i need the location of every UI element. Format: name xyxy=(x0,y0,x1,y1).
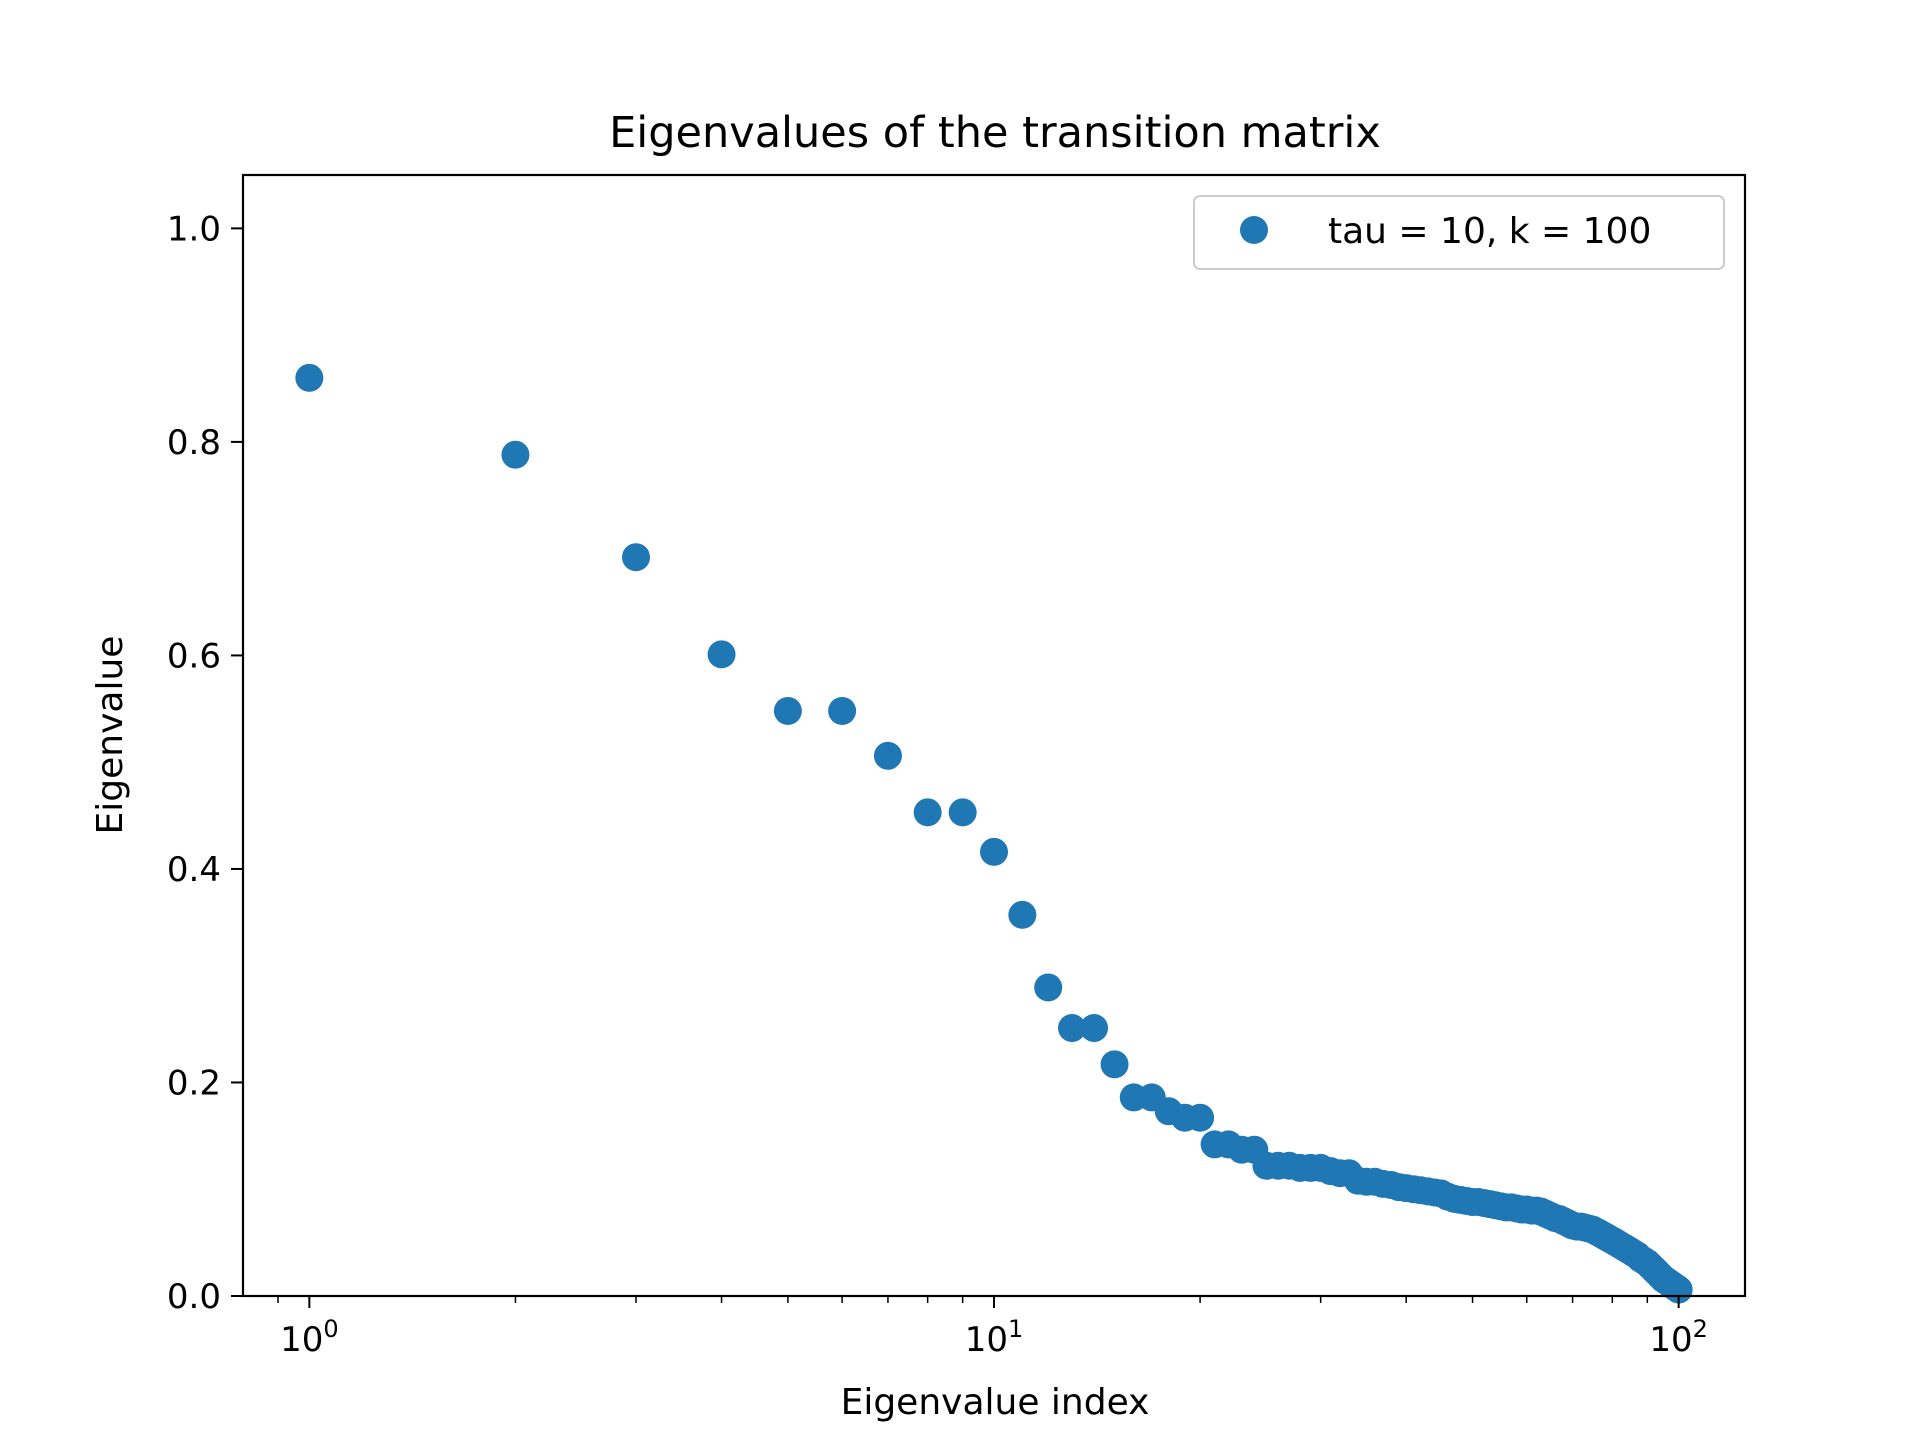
y-tick-label: 0.4 xyxy=(167,850,221,890)
y-tick-label: 1.0 xyxy=(167,209,221,249)
data-point-3 xyxy=(622,543,651,572)
y-axis-ticks: 0.0 0.2 0.4 0.6 0.8 1.0 xyxy=(167,209,243,1317)
data-point-5 xyxy=(773,696,802,725)
scatter-points xyxy=(295,363,1693,1304)
x-tick-label: 102 xyxy=(1649,1315,1708,1360)
legend-box xyxy=(1193,195,1725,270)
x-axis-ticks: 100 101 102 xyxy=(277,1296,1708,1360)
x-tick-label: 100 xyxy=(280,1315,339,1360)
legend: tau = 10, k = 100 xyxy=(1193,195,1725,270)
data-point-9 xyxy=(948,798,977,827)
y-tick-label: 0.2 xyxy=(167,1063,221,1103)
data-point-7 xyxy=(873,741,902,770)
data-point-12 xyxy=(1034,973,1063,1002)
data-point-13 xyxy=(1058,1014,1087,1043)
data-point-15 xyxy=(1100,1050,1129,1079)
data-point-2 xyxy=(501,440,530,469)
data-point-11 xyxy=(1008,900,1037,929)
data-point-4 xyxy=(707,640,736,669)
data-point-14 xyxy=(1080,1014,1109,1043)
y-axis-label: Eigenvalue xyxy=(90,636,131,835)
data-point-1 xyxy=(295,363,324,392)
data-point-6 xyxy=(828,696,857,725)
data-point-20 xyxy=(1186,1103,1215,1132)
x-axis-label: Eigenvalue index xyxy=(841,1382,1150,1423)
y-tick-label: 0.8 xyxy=(167,423,221,463)
x-tick-label: 101 xyxy=(965,1315,1024,1360)
data-point-10 xyxy=(980,837,1008,866)
data-point-8 xyxy=(913,798,942,827)
y-tick-label: 0.0 xyxy=(167,1277,221,1317)
legend-label: tau = 10, k = 100 xyxy=(1328,211,1651,252)
legend-marker xyxy=(1240,216,1268,244)
y-tick-label: 0.6 xyxy=(167,636,221,676)
chart-title: Eigenvalues of the transition matrix xyxy=(609,108,1381,158)
